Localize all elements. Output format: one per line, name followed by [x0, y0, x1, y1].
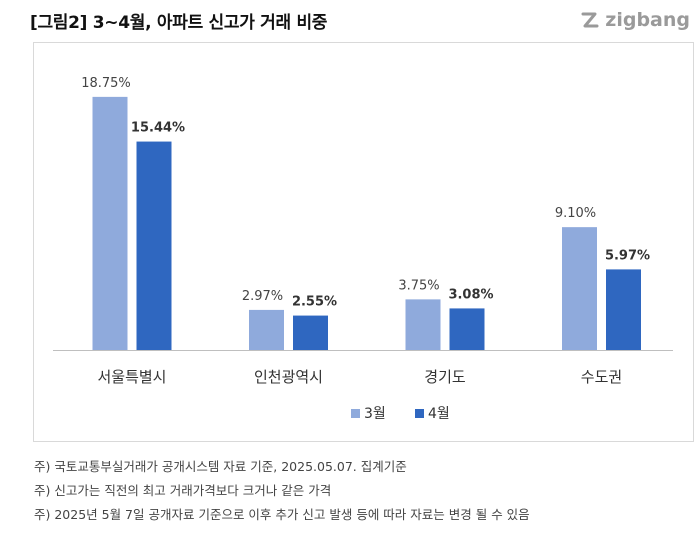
- data-label: 3.75%: [398, 278, 439, 293]
- category-label: 경기도: [424, 368, 466, 386]
- footnote: 주) 국토교통부실거래가 공개시스템 자료 기준, 2025.05.07. 집계…: [34, 459, 407, 474]
- footnote: 주) 2025년 5월 7일 공개자료 기준으로 이후 추가 신고 발생 등에 …: [34, 507, 530, 522]
- bar: [92, 96, 128, 350]
- chart-title: [그림2] 3~4월, 아파트 신고가 거래 비중: [30, 13, 328, 33]
- chart-frame: [33, 42, 694, 442]
- brand-name: zigbang: [605, 9, 690, 31]
- footnotes: 주) 국토교통부실거래가 공개시스템 자료 기준, 2025.05.07. 집계…: [34, 455, 530, 527]
- data-label: 18.75%: [81, 76, 131, 91]
- category-label: 인천광역시: [254, 368, 323, 386]
- bar: [606, 269, 641, 350]
- zigbang-logo-icon: [581, 12, 599, 28]
- legend-swatch: [415, 409, 424, 418]
- bar-chart: 18.75% 15.44% 서울특별시 2.97% 2.55% 인천광역시 3.75% 3.0…: [53, 76, 673, 422]
- legend-label: 3월: [364, 406, 386, 422]
- bar: [562, 227, 597, 350]
- legend-swatch: [351, 409, 360, 418]
- bar: [136, 141, 172, 350]
- footnote: 주) 신고가는 직전의 최고 거래가격보다 크거나 같은 가격: [34, 483, 332, 498]
- data-label: 3.08%: [448, 287, 493, 302]
- zigbang-logo: zigbang: [579, 9, 690, 31]
- data-label: 2.97%: [242, 289, 283, 304]
- data-label: 9.10%: [555, 206, 596, 221]
- bar: [405, 299, 441, 350]
- bar: [249, 309, 284, 350]
- category-label: 수도권: [581, 368, 622, 386]
- bar: [293, 315, 328, 350]
- data-label: 5.97%: [605, 248, 650, 263]
- bar: [449, 308, 485, 350]
- legend-label: 4월: [428, 406, 450, 422]
- data-label: 15.44%: [131, 121, 185, 136]
- category-label: 서울특별시: [97, 368, 166, 386]
- data-label: 2.55%: [292, 295, 337, 310]
